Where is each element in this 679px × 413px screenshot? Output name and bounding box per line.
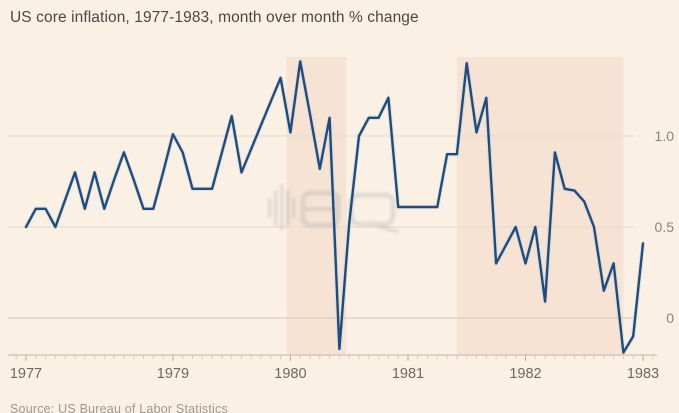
x-tick-label: 1980 (274, 366, 306, 382)
chart-title: US core inflation, 1977-1983, month over… (10, 9, 419, 26)
x-tick-label: 1981 (392, 366, 424, 382)
x-tick-label: 1983 (627, 366, 659, 382)
x-axis: 1977 1979 1980 1981 1982 1983 (8, 354, 659, 382)
x-tick-label: 1982 (509, 366, 541, 382)
x-tick-label: 1977 (10, 366, 42, 382)
inflation-line (23, 59, 646, 355)
y-tick-label: 1.0 (655, 128, 675, 144)
y-tick-label: 0.5 (655, 219, 675, 235)
recession-band (456, 57, 624, 355)
y-tick-label: 0 (666, 310, 674, 326)
x-tick-label: 1979 (157, 366, 189, 382)
y-grid: 1.0 0.5 0 (8, 128, 674, 326)
source-note: Source: US Bureau of Labor Statistics (10, 402, 228, 413)
